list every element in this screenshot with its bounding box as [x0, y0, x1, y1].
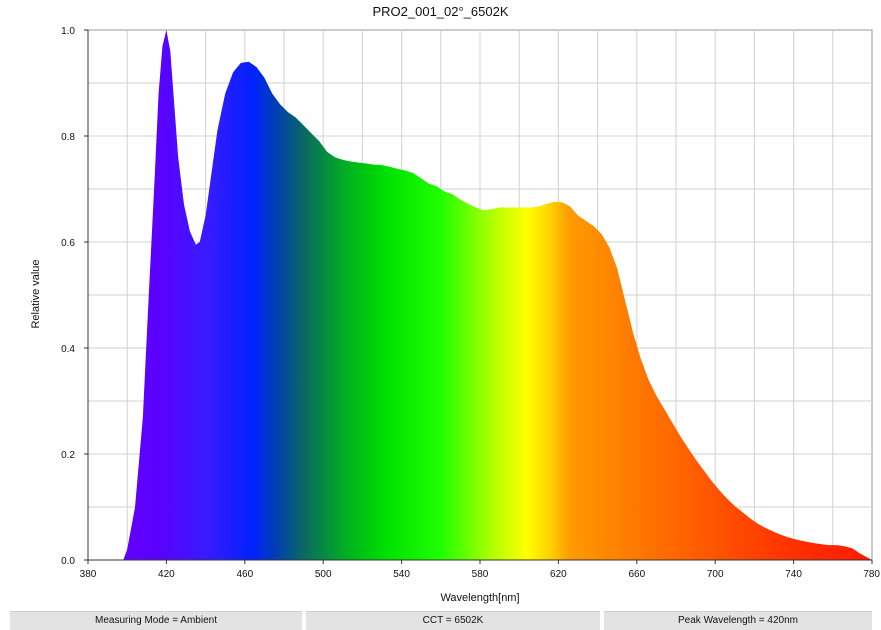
- axes: 380 420 460 500 540 580 620 660 700 740 780 0.0 0.2 0…: [61, 26, 880, 580]
- y-tick-label: 0.4: [61, 344, 75, 355]
- x-tick-label: 380: [80, 569, 97, 580]
- x-tick-label: 580: [472, 569, 489, 580]
- y-tick-label: 0.8: [61, 132, 75, 143]
- y-tick-label: 0.2: [61, 450, 75, 461]
- spectrum-area-0: [123, 30, 872, 560]
- spectrum-series: [123, 30, 872, 560]
- y-tick-label: 1.0: [61, 26, 75, 37]
- x-axis-label: Wavelength[nm]: [440, 592, 519, 604]
- x-tick-label: 620: [550, 569, 567, 580]
- cct-status: CCT = 6502K: [306, 611, 600, 630]
- y-tick-label: 0.0: [61, 556, 75, 567]
- y-axis-label: Relative value: [30, 259, 42, 328]
- x-tick-label: 780: [863, 569, 880, 580]
- x-tick-label: 740: [785, 569, 802, 580]
- x-tick-label: 420: [158, 569, 175, 580]
- peak-wavelength-status: Peak Wavelength = 420nm: [604, 611, 872, 630]
- chart-title: PRO2_001_02°_6502K: [372, 4, 509, 19]
- y-tick-label: 0.6: [61, 238, 75, 249]
- x-tick-label: 460: [236, 569, 253, 580]
- x-tick-label: 660: [628, 569, 645, 580]
- x-tick-label: 700: [707, 569, 724, 580]
- measuring-mode-status: Measuring Mode = Ambient: [10, 611, 302, 630]
- x-tick-label: 540: [393, 569, 410, 580]
- x-tick-label: 500: [315, 569, 332, 580]
- status-bar: Measuring Mode = Ambient CCT = 6502K Pea…: [0, 611, 881, 630]
